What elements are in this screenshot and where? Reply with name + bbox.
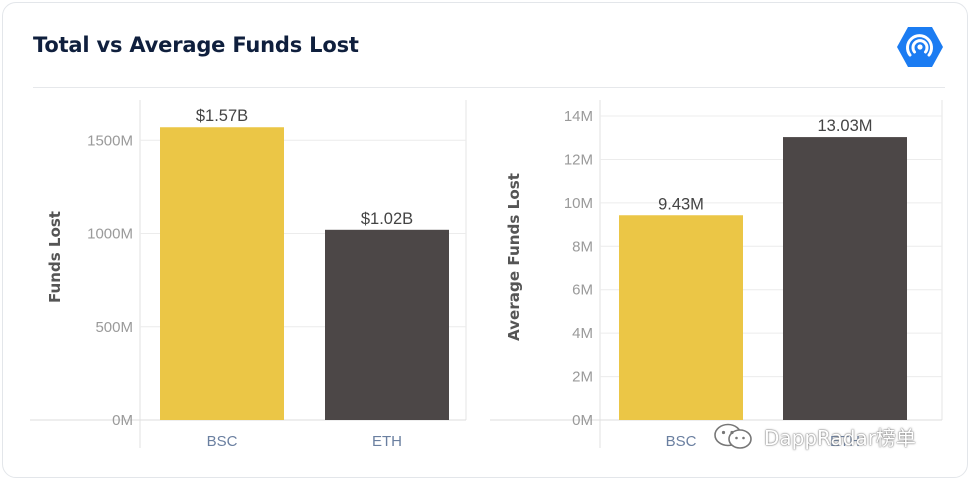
- y-tick-label: 14M: [564, 108, 593, 125]
- watermark-text: DappRadar榜单: [764, 425, 916, 450]
- bar-value-label: 13.03M: [817, 117, 872, 135]
- y-tick-label: 6M: [572, 282, 593, 299]
- bar-value-label: $1.57B: [196, 107, 248, 125]
- x-category-label: BSC: [207, 433, 238, 450]
- dappradar-logo-icon[interactable]: [896, 25, 944, 69]
- y-tick-label: 2M: [572, 369, 593, 386]
- y-tick-label: 500M: [95, 319, 133, 336]
- y-tick-label: 0M: [112, 412, 133, 429]
- y-tick-label: 4M: [572, 325, 593, 342]
- wechat-icon: [714, 423, 752, 449]
- bar-bsc: [619, 215, 743, 420]
- y-tick-label: 12M: [564, 151, 593, 168]
- y-axis-title: Funds Lost: [46, 211, 64, 303]
- page-title: Total vs Average Funds Lost: [33, 33, 359, 57]
- x-category-label: BSC: [666, 433, 697, 450]
- y-axis-title: Average Funds Lost: [505, 173, 523, 341]
- header-divider: [33, 87, 945, 88]
- bar-eth: [325, 229, 449, 420]
- watermark: DappRadar榜单: [712, 420, 916, 452]
- x-category-label: ETH: [372, 433, 402, 450]
- bar-eth: [783, 137, 907, 420]
- y-tick-label: 10M: [564, 195, 593, 212]
- bar-bsc: [160, 127, 284, 420]
- y-tick-label: 1500M: [87, 132, 133, 149]
- bar-value-label: 9.43M: [658, 195, 704, 213]
- y-tick-label: 8M: [572, 238, 593, 255]
- y-tick-label: 0M: [572, 412, 593, 429]
- bar-value-label: $1.02B: [361, 210, 413, 228]
- x-category-label: ETH: [830, 433, 860, 450]
- y-tick-label: 1000M: [87, 226, 133, 243]
